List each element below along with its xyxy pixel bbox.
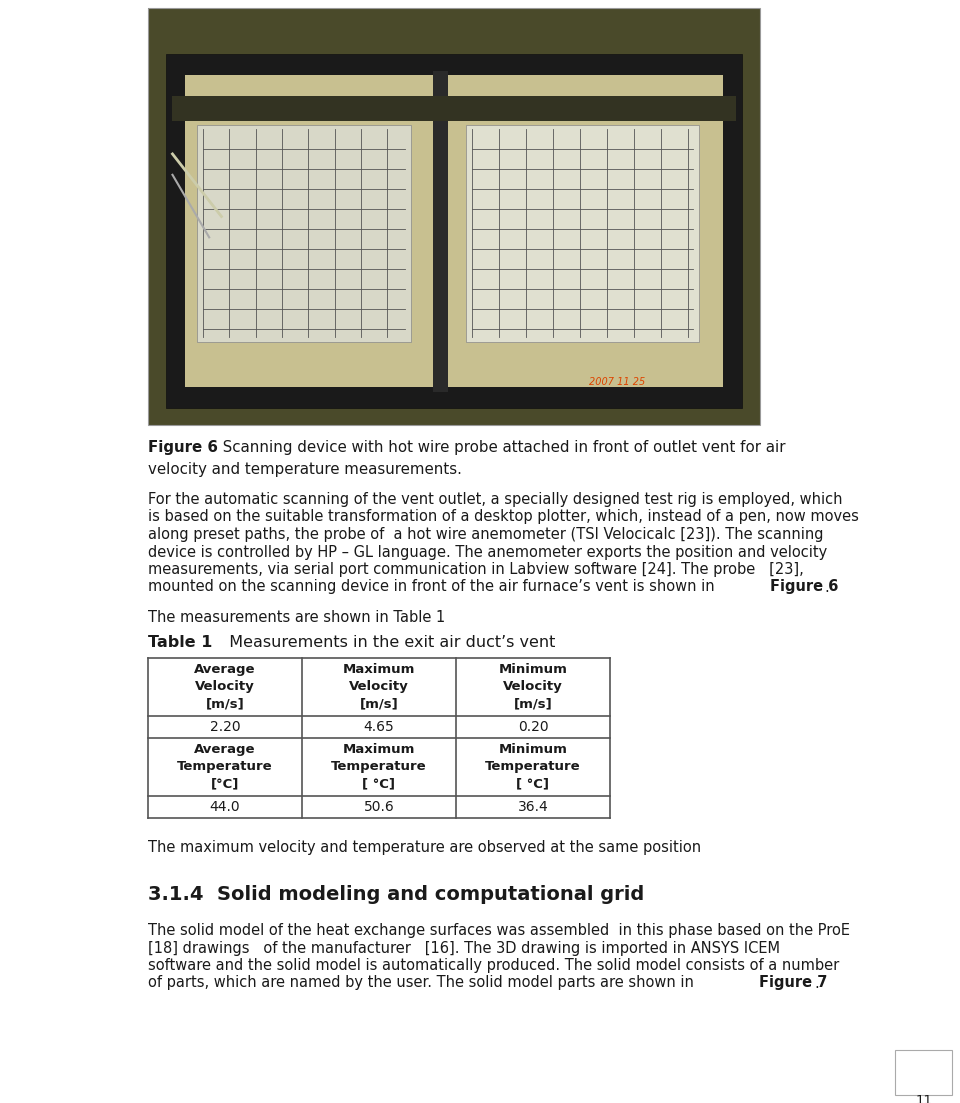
Text: Temperature: Temperature: [485, 760, 581, 773]
Bar: [197, 125, 411, 342]
Bar: [433, 71, 448, 392]
Text: Maximum: Maximum: [343, 743, 415, 756]
Bar: [184, 75, 723, 387]
Text: Temperature: Temperature: [178, 760, 273, 773]
Text: Maximum: Maximum: [343, 663, 415, 676]
Text: [ °C]: [ °C]: [363, 777, 396, 790]
Text: [m/s]: [m/s]: [205, 697, 245, 710]
Text: [°C]: [°C]: [211, 777, 239, 790]
Text: The maximum velocity and temperature are observed at the same position: The maximum velocity and temperature are…: [148, 840, 701, 855]
Text: 11: 11: [916, 1094, 932, 1103]
Bar: [895, 1050, 952, 1095]
Text: The measurements are shown in Table 1: The measurements are shown in Table 1: [148, 610, 445, 625]
Text: Average: Average: [194, 663, 255, 676]
Text: of parts, which are named by the user. The solid model parts are shown in: of parts, which are named by the user. T…: [148, 975, 699, 990]
Text: 36.4: 36.4: [517, 800, 548, 814]
Text: Minimum: Minimum: [498, 663, 567, 676]
Text: 2.20: 2.20: [209, 720, 240, 733]
Text: measurements, via serial port communication in Labview software [24]. The probe : measurements, via serial port communicat…: [148, 563, 804, 577]
Text: Average: Average: [194, 743, 255, 756]
Text: 0.20: 0.20: [517, 720, 548, 733]
Text: 3.1.4  Solid modeling and computational grid: 3.1.4 Solid modeling and computational g…: [148, 885, 644, 904]
Text: 4.65: 4.65: [364, 720, 395, 733]
Text: mounted on the scanning device in front of the air furnace’s vent is shown in: mounted on the scanning device in front …: [148, 579, 719, 595]
Text: software and the solid model is automatically produced. The solid model consists: software and the solid model is automati…: [148, 959, 839, 973]
Text: Figure 6: Figure 6: [148, 440, 218, 456]
Bar: [173, 96, 735, 120]
Text: Table 1: Table 1: [148, 635, 212, 650]
Text: For the automatic scanning of the vent outlet, a specially designed test rig is : For the automatic scanning of the vent o…: [148, 492, 843, 507]
Text: The solid model of the heat exchange surfaces was assembled  in this phase based: The solid model of the heat exchange sur…: [148, 923, 850, 938]
Text: Figure 6: Figure 6: [770, 579, 838, 595]
Text: Velocity: Velocity: [503, 681, 563, 693]
Text: along preset paths, the probe of  a hot wire anemometer (TSI Velocicalc [23]). T: along preset paths, the probe of a hot w…: [148, 527, 824, 542]
Text: [18] drawings   of the manufacturer   [16]. The 3D drawing is imported in ANSYS : [18] drawings of the manufacturer [16]. …: [148, 941, 780, 955]
Text: Velocity: Velocity: [195, 681, 254, 693]
Text: is based on the suitable transformation of a desktop plotter, which, instead of : is based on the suitable transformation …: [148, 510, 859, 525]
Bar: [166, 54, 742, 408]
Text: Temperature: Temperature: [331, 760, 427, 773]
Text: Minimum: Minimum: [498, 743, 567, 756]
Bar: [148, 8, 760, 425]
Bar: [467, 125, 699, 342]
Bar: [148, 8, 760, 425]
Text: device is controlled by HP – GL language. The anemometer exports the position an: device is controlled by HP – GL language…: [148, 545, 828, 559]
Text: 44.0: 44.0: [209, 800, 240, 814]
Text: [m/s]: [m/s]: [514, 697, 552, 710]
Text: [ °C]: [ °C]: [516, 777, 549, 790]
Text: 2007 11 25: 2007 11 25: [588, 377, 645, 387]
Text: Measurements in the exit air duct’s vent: Measurements in the exit air duct’s vent: [219, 635, 556, 650]
Text: Velocity: Velocity: [349, 681, 409, 693]
Text: .: .: [825, 579, 829, 595]
Text: [m/s]: [m/s]: [360, 697, 398, 710]
Text: Figure 7: Figure 7: [758, 975, 827, 990]
Text: .: .: [814, 975, 819, 990]
Text: 50.6: 50.6: [364, 800, 395, 814]
Text: Scanning device with hot wire probe attached in front of outlet vent for air: Scanning device with hot wire probe atta…: [218, 440, 785, 456]
Text: velocity and temperature measurements.: velocity and temperature measurements.: [148, 462, 462, 476]
